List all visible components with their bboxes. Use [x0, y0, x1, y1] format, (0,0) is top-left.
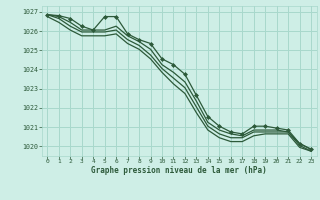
X-axis label: Graphe pression niveau de la mer (hPa): Graphe pression niveau de la mer (hPa): [91, 166, 267, 175]
